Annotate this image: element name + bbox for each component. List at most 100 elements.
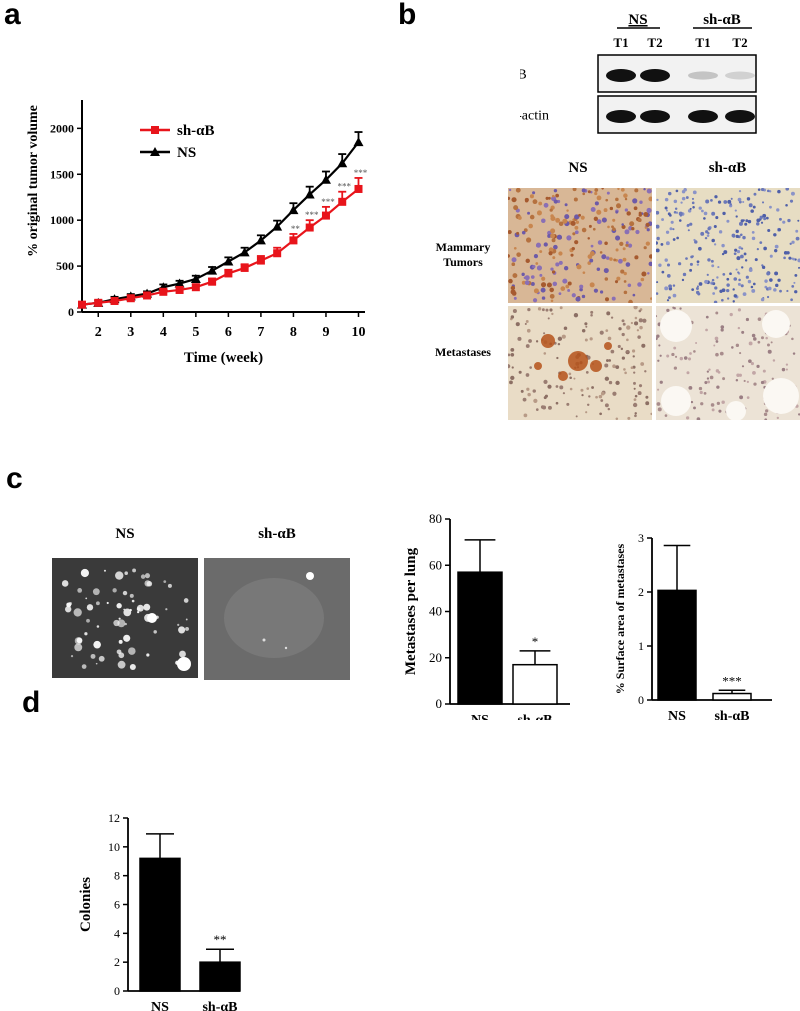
texture-dot: [665, 209, 669, 212]
texture-dot: [631, 349, 636, 353]
metastasis-spot: [144, 573, 151, 579]
data-point: [288, 205, 299, 215]
texture-dot: [705, 230, 709, 234]
texture-dot: [634, 412, 637, 415]
texture-dot: [609, 206, 614, 211]
texture-dot: [535, 408, 539, 411]
texture-dot: [553, 199, 558, 204]
texture-dot: [671, 352, 675, 357]
texture-dot: [587, 261, 592, 265]
texture-dot: [740, 247, 744, 250]
texture-dot: [687, 229, 690, 232]
texture-dot: [705, 315, 709, 319]
texture-dot: [729, 272, 732, 276]
texture-dot: [594, 201, 599, 206]
texture-dot: [615, 210, 619, 214]
texture-dot: [772, 359, 776, 362]
texture-dot: [719, 351, 724, 356]
significance-mark: **: [291, 224, 301, 234]
texture-dot: [645, 241, 650, 246]
texture-dot: [735, 234, 739, 238]
texture-dot: [625, 262, 631, 267]
texture-dot: [558, 260, 563, 265]
texture-dot: [767, 228, 771, 233]
texture-dot: [656, 236, 660, 241]
texture-dot: [704, 279, 709, 284]
texture-dot: [678, 211, 683, 216]
metastasis-spot: [112, 588, 117, 593]
data-point: [240, 263, 249, 272]
texture-dot: [555, 193, 559, 198]
texture-dot: [701, 209, 704, 213]
texture-dot: [566, 209, 569, 212]
texture-dot: [549, 208, 553, 212]
texture-dot: [729, 203, 732, 206]
texture-dot: [580, 215, 585, 220]
y-tick-label: 1500: [50, 167, 74, 181]
y-tick-label: 60: [429, 557, 442, 572]
texture-dot: [797, 258, 800, 263]
texture-dot: [563, 266, 569, 271]
texture-dot: [581, 328, 586, 333]
data-point: [353, 137, 364, 147]
texture-dot: [681, 278, 685, 282]
metastasis-spot: [92, 588, 100, 596]
metastasis-spot: [123, 608, 132, 617]
texture-dot: [646, 228, 650, 232]
texture-dot: [634, 255, 639, 260]
texture-dot: [571, 293, 576, 298]
texture-dot: [517, 215, 522, 220]
texture-dot: [682, 272, 687, 277]
texture-dot: [600, 399, 604, 402]
texture-dot: [785, 363, 789, 366]
texture-dot: [753, 337, 757, 341]
texture-dot: [786, 251, 790, 255]
texture-dot: [673, 346, 677, 350]
texture-dot: [521, 230, 526, 235]
texture-dot: [634, 316, 638, 320]
y-tick-label: 10: [108, 840, 120, 854]
texture-dot: [567, 281, 572, 286]
texture-dot: [672, 284, 676, 287]
texture-dot: [669, 227, 673, 231]
blot-band: [640, 110, 670, 123]
texture-dot: [516, 252, 521, 257]
texture-dot: [603, 268, 609, 274]
texture-dot: [664, 414, 668, 417]
texture-dot: [769, 278, 773, 282]
panel-label-d: d: [22, 686, 41, 719]
texture-dot: [689, 207, 692, 210]
y-tick-label: 1000: [50, 213, 74, 227]
texture-dot: [646, 188, 652, 194]
texture-dot: [624, 197, 628, 201]
texture-dot: [521, 272, 525, 277]
texture-dot: [574, 230, 579, 235]
texture-dot: [558, 221, 564, 226]
texture-dot: [528, 223, 533, 229]
texture-dot: [539, 273, 543, 277]
texture-dot: [592, 227, 596, 231]
x-category-label: sh-αB: [714, 709, 749, 722]
texture-dot: [777, 278, 781, 282]
texture-dot: [774, 248, 778, 253]
texture-dot: [601, 188, 604, 190]
texture-dot: [756, 222, 760, 226]
texture-dot: [672, 306, 675, 309]
texture-dot: [543, 352, 547, 355]
texture-dot: [793, 281, 796, 284]
texture-dot: [797, 219, 800, 222]
texture-dot: [630, 366, 634, 370]
texture-dot: [743, 379, 746, 383]
texture-dot: [612, 364, 616, 369]
texture-dot: [615, 365, 620, 370]
texture-dot: [769, 205, 772, 209]
texture-dot: [789, 199, 794, 203]
texture-dot: [636, 329, 640, 332]
texture-dot: [656, 402, 661, 406]
texture-dot: [734, 248, 738, 252]
texture-dot: [622, 322, 626, 326]
texture-dot: [580, 388, 584, 392]
blot-lane-label: T1: [695, 35, 710, 50]
texture-dot: [727, 297, 730, 300]
texture-dot: [746, 380, 749, 383]
